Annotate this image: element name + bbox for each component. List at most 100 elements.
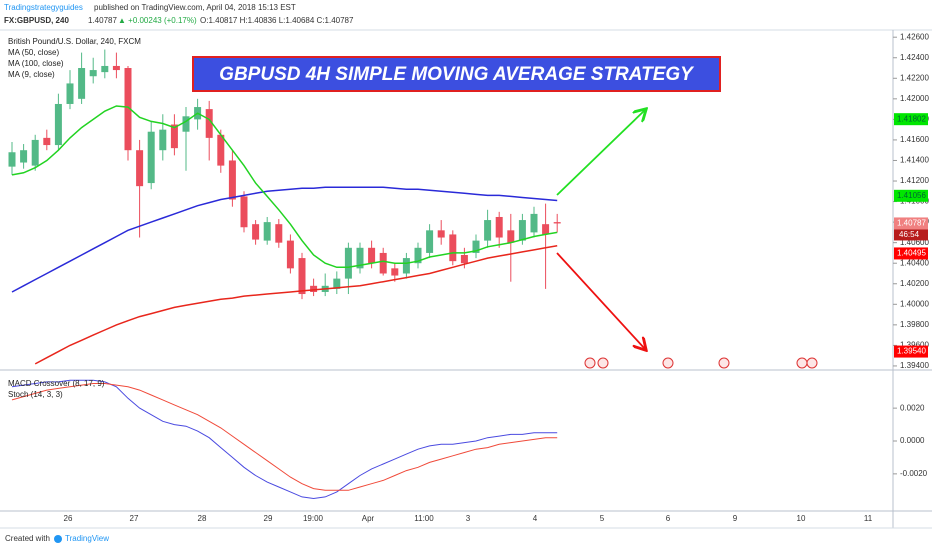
candle-body [379, 252, 387, 274]
countdown-tag [894, 229, 928, 241]
candle-body [136, 150, 144, 187]
down-arrow [556, 252, 645, 349]
x-tick-label: 11:00 [414, 514, 434, 523]
candle-body [530, 213, 538, 233]
candle-body [298, 258, 306, 295]
y-tick-label: 1.42000 [900, 94, 929, 103]
candle-body [263, 222, 271, 241]
candle-body [507, 230, 515, 243]
candle-body [495, 216, 503, 238]
candle-body [368, 247, 376, 264]
macd-line [11, 379, 558, 500]
y-tick-label: 1.41600 [900, 135, 929, 144]
candle-body [147, 131, 155, 184]
y-tick-label: 1.42200 [900, 73, 929, 82]
level-tag [894, 345, 928, 358]
y-tick-label: 1.39400 [900, 361, 929, 370]
countdown: 46:54 [899, 230, 920, 239]
candle-body [449, 234, 457, 262]
level-label: 1.41056 [897, 191, 926, 200]
x-tick-label: 26 [64, 514, 73, 523]
y-tick-label: 0.0000 [900, 436, 925, 445]
candle-body [101, 65, 109, 73]
level-label: 1.40495 [897, 249, 926, 258]
candle-body [124, 68, 132, 151]
last-price: 1.40787 [88, 16, 117, 25]
candle-body [240, 196, 248, 228]
candle-body [8, 152, 16, 167]
candle-body [356, 247, 364, 269]
x-tick-label: 19:00 [303, 514, 324, 523]
y-tick-label: 1.41400 [900, 156, 929, 165]
candle-body [228, 160, 236, 200]
candle-body [414, 247, 422, 264]
candle-body [112, 65, 120, 71]
y-tick-label: 1.40200 [900, 279, 929, 288]
candle-body [553, 222, 561, 224]
y-tick-label: 0.0020 [900, 403, 925, 412]
candle-body [402, 258, 410, 274]
x-tick-label: 29 [264, 514, 273, 523]
y-tick-label: 1.40000 [900, 299, 929, 308]
legend-entry: MA (50, close) [8, 48, 59, 57]
candle-body [205, 109, 213, 138]
candle-body [460, 254, 468, 264]
candle-body [518, 220, 526, 241]
candle-body [344, 247, 352, 279]
candle-body [275, 224, 283, 243]
y-tick-label: 1.41200 [900, 176, 929, 185]
legend-entry: MA (9, close) [8, 70, 55, 79]
x-tick-label: 28 [198, 514, 207, 523]
x-tick-label: 5 [600, 514, 605, 523]
ohlc: O:1.40817 H:1.40836 L:1.40684 C:1.40787 [200, 16, 354, 25]
level-label: 1.41802 [897, 114, 926, 123]
y-tick-label: 1.39800 [900, 320, 929, 329]
level-tag [894, 247, 928, 260]
indicator-label: MACD Crossover (8, 17, 9) [8, 379, 105, 388]
brand-icon [54, 535, 62, 543]
symbol: FX:GBPUSD, 240 [4, 16, 69, 25]
candle-body [391, 268, 399, 276]
x-tick-label: Apr [362, 514, 375, 523]
y-tick-label: 1.42600 [900, 32, 929, 41]
candle-body [66, 83, 74, 104]
y-tick-label: 1.40600 [900, 238, 929, 247]
instrument: British Pound/U.S. Dollar, 240, FXCM [8, 37, 141, 46]
x-tick-label: 10 [797, 514, 806, 523]
x-tick-label: 3 [466, 514, 471, 523]
level-label: 1.39540 [897, 347, 926, 356]
moving-average [34, 244, 558, 365]
candle-body [217, 134, 225, 166]
level-tag [894, 189, 928, 202]
candle-body [542, 224, 550, 235]
legend-entry: MA (100, close) [8, 59, 64, 68]
x-tick-label: 4 [533, 514, 538, 523]
event-icons [584, 357, 818, 369]
macd-line [11, 383, 558, 491]
candle-body [54, 103, 62, 146]
x-tick-label: 11 [864, 514, 873, 523]
x-tick-label: 6 [666, 514, 671, 523]
candle-body [89, 70, 97, 77]
y-tick-label: -0.0020 [900, 469, 928, 478]
candle-body [31, 139, 39, 166]
chart-title: GBPUSD 4H SIMPLE MOVING AVERAGE STRATEGY [219, 64, 695, 85]
candle-body [252, 224, 260, 240]
title-box [192, 56, 721, 92]
candle-body [78, 68, 86, 99]
y-tick-label: 1.39600 [900, 341, 929, 350]
y-tick-label: 1.42400 [900, 53, 929, 62]
change: ▲ +0.00243 (+0.17%) [118, 16, 197, 25]
x-tick-label: 27 [130, 514, 139, 523]
candle-body [159, 129, 167, 151]
up-arrow [556, 110, 645, 196]
candle-body [170, 124, 178, 149]
moving-average [11, 186, 558, 293]
author: Tradingstrategyguides [4, 3, 83, 12]
y-tick-label: 1.40400 [900, 258, 929, 267]
x-tick-label: 9 [733, 514, 738, 523]
indicator-label: Stoch (14, 3, 3) [8, 390, 63, 399]
candle-body [472, 240, 480, 253]
